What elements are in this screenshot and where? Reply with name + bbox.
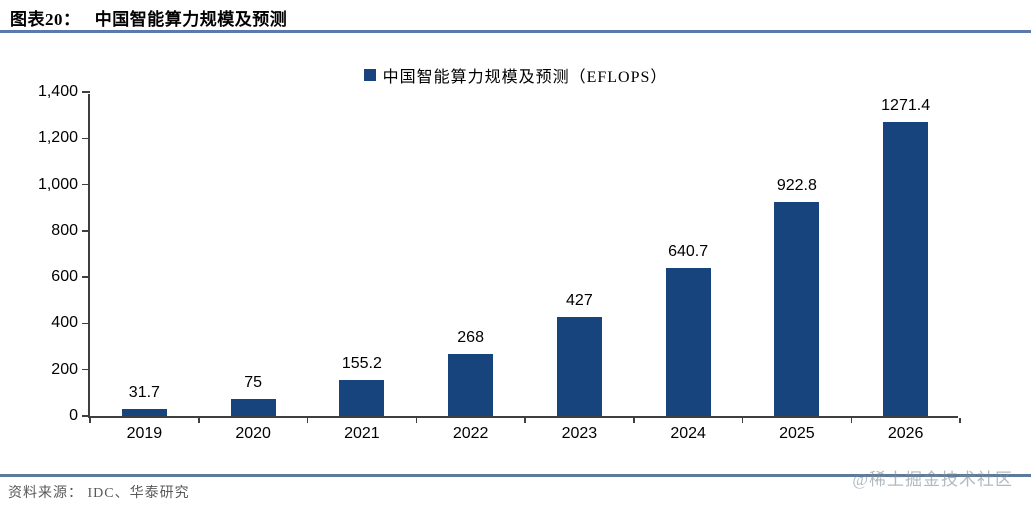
y-axis-label: 400	[51, 314, 78, 332]
bar-2024	[665, 267, 711, 416]
x-axis-tick	[198, 418, 200, 423]
y-axis-label: 1,400	[37, 83, 78, 100]
bar-2025	[774, 202, 820, 416]
x-axis-tick	[850, 418, 852, 423]
x-axis-label-2025: 2025	[779, 425, 815, 442]
y-axis-label: 0	[69, 407, 78, 424]
value-label-2025: 922.8	[776, 177, 817, 195]
x-axis-label-2021: 2021	[344, 425, 380, 442]
x-axis-label-2022: 2022	[452, 425, 489, 442]
y-axis-tick	[82, 322, 90, 325]
legend-label: 中国智能算力规模及预测（EFLOPS）	[382, 69, 668, 86]
x-axis-label-2024: 2024	[670, 425, 706, 442]
page-title: 中国智能算力规模及预测	[94, 10, 288, 29]
y-axis-tick	[82, 91, 90, 93]
value-label-2022: 268	[457, 328, 484, 346]
value-label-2026: 1271.4	[881, 96, 931, 114]
source-note: 资料来源： IDC、华泰研究	[8, 486, 190, 501]
x-axis-label-2020: 2020	[235, 425, 271, 442]
x-axis-label-2026: 2026	[887, 425, 924, 442]
x-axis-tick	[89, 418, 91, 423]
y-axis-label: 200	[51, 360, 78, 378]
x-axis-tick	[741, 418, 744, 423]
y-axis-tick	[82, 230, 90, 232]
value-label-2023: 427	[566, 292, 593, 310]
plot-area: 0 200 400 600 800 1,000 1,200 1,400 31.7 2019 75 20…	[38, 83, 961, 442]
y-axis-tick	[82, 183, 90, 186]
value-label-2019: 31.7	[128, 383, 160, 401]
figure-title: 图表20： 中国智能算力规模及预测	[10, 5, 1021, 29]
y-axis-tick	[82, 368, 90, 371]
figure-label: 图表20：	[10, 10, 81, 29]
y-axis-label: 600	[51, 268, 78, 286]
y-axis-label: 1,200	[37, 129, 78, 147]
y-axis-label: 1,000	[37, 175, 78, 193]
bar-2020	[230, 398, 276, 416]
title-divider	[0, 30, 1031, 33]
chart-legend: 中国智能算力规模及预测（EFLOPS）	[0, 64, 1031, 86]
y-axis-tick	[82, 276, 90, 278]
x-axis-tick	[959, 418, 961, 423]
watermark: @稀土掘金技术社区	[852, 470, 1013, 489]
bar-2026	[883, 121, 929, 416]
bar-2022	[448, 353, 494, 416]
x-axis-label-2019: 2019	[126, 425, 163, 442]
x-axis-tick	[524, 418, 526, 423]
x-axis-label-2023: 2023	[561, 425, 598, 442]
y-axis-tick	[82, 137, 90, 140]
x-axis-tick	[415, 418, 417, 423]
footer-divider	[0, 474, 1031, 477]
value-label-2021: 155.2	[341, 355, 382, 373]
legend-swatch-icon	[363, 69, 376, 81]
value-label-2024: 640.7	[668, 242, 709, 260]
x-axis-tick	[633, 418, 635, 423]
bar-2021	[339, 380, 385, 416]
y-axis-tick	[82, 415, 90, 417]
value-label-2020: 75	[244, 373, 263, 391]
bar-2023	[556, 317, 602, 416]
title-spacer	[81, 10, 95, 29]
bar-2019	[121, 408, 167, 416]
x-axis-tick	[306, 418, 309, 423]
y-axis-label: 800	[51, 221, 78, 239]
